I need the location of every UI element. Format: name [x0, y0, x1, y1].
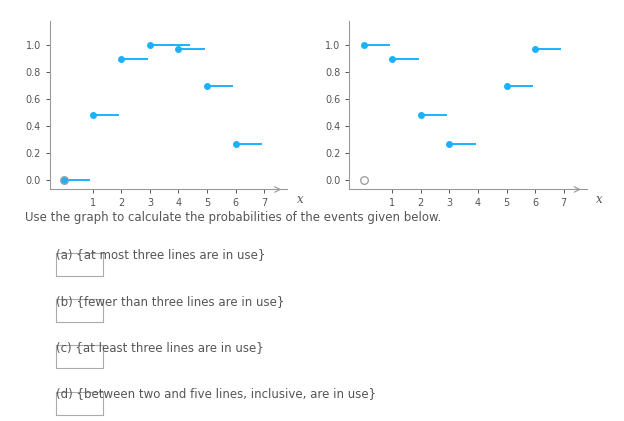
Text: Use the graph to calculate the probabilities of the events given below.: Use the graph to calculate the probabili… [25, 210, 441, 224]
Text: F(x): F(x) [349, 0, 373, 1]
Text: x: x [596, 193, 603, 206]
Text: (c) {at least three lines are in use}: (c) {at least three lines are in use} [56, 341, 264, 354]
Text: (a) {at most three lines are in use}: (a) {at most three lines are in use} [56, 248, 266, 261]
Text: x: x [296, 193, 303, 206]
Text: (d) {between two and five lines, inclusive, are in use}: (d) {between two and five lines, inclusi… [56, 387, 376, 400]
Text: (b) {fewer than three lines are in use}: (b) {fewer than three lines are in use} [56, 295, 285, 308]
Text: F(x): F(x) [50, 0, 74, 1]
